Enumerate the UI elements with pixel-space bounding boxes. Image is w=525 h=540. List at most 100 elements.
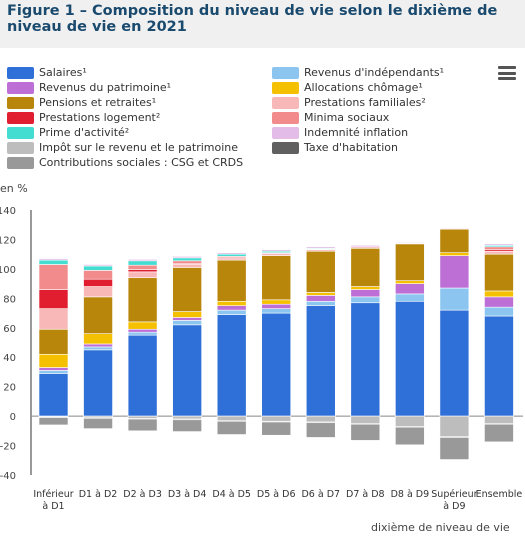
bar-segment [127,259,158,262]
bar-segment [261,421,292,436]
bar-segment [172,415,202,420]
bar-segment [261,253,292,256]
bar-segment [83,286,113,298]
bar-segment [305,415,336,423]
legend-item[interactable]: Prestations familiales² [272,95,426,110]
bar-segment [127,415,158,419]
legend-item[interactable]: Minima sociaux [272,110,389,125]
bar-segment [38,258,69,261]
legend-item[interactable]: Contributions sociales : CSG et CRDS [7,155,243,170]
legend-swatch [7,66,34,79]
legend: Salaires¹ Revenus du patrimoine¹ Pensions … [0,60,525,175]
bar-segment [38,367,69,371]
legend-label: Minima sociaux [304,111,390,124]
legend-swatch [272,81,299,94]
legend-item[interactable]: Taxe d'habitation [272,140,398,155]
bar-segment [38,264,69,290]
x-tick-label: Ensemble [476,489,523,500]
bar-segment [38,259,69,265]
x-axis-title: dixième de niveau de vie [371,521,510,534]
x-tick-label: D3 à D4 [168,489,207,500]
chart-title: Figure 1 – Composition du niveau de vie … [7,3,498,35]
bar-segment [350,296,381,304]
bar-segment [83,270,113,280]
legend-item[interactable]: Revenus du patrimoine¹ [7,80,171,95]
bar-segment [484,306,514,317]
legend-label: Revenus du patrimoine¹ [39,81,172,94]
bar-segment [38,328,69,355]
bar-segment [83,349,113,417]
bar-segment [350,423,381,441]
bar-segment [216,252,247,255]
bar-segment [172,324,202,417]
bar-segment [216,309,247,315]
bar-segment [261,303,292,309]
legend-item[interactable]: Allocations chômage¹ [272,80,423,95]
menu-line [498,71,516,75]
bar-segment [83,343,113,348]
bar-segment [261,415,292,422]
legend-label: Indemnité inflation [304,126,409,139]
bar-segment [484,250,514,255]
bar-segment [38,308,69,330]
legend-label: Prime d'activité² [39,126,130,139]
x-tick-label: D8 à D9 [391,489,430,500]
bar-segment [305,292,336,296]
bar-segment [261,308,292,314]
legend-item[interactable]: Salaires¹ [7,65,87,80]
bar-segment [484,246,514,251]
y-tick-label: -20 [0,442,16,453]
bar-segment [395,293,425,302]
legend-label: Allocations chômage¹ [304,81,423,94]
bar-segment [172,264,202,268]
x-tick-label: D2 à D3 [123,489,162,500]
bar-segment [38,353,69,368]
legend-item[interactable]: Pensions et retraites¹ [7,95,156,110]
legend-item[interactable]: Prime d'activité² [7,125,129,140]
legend-swatch [7,111,34,124]
bar-segment [127,264,158,270]
x-tick-label: D1 à D2 [79,489,118,500]
bar-segment [216,253,247,257]
legend-swatch [272,141,299,154]
bar-segment [439,437,470,460]
bar-segment [305,295,336,302]
legend-swatch [272,66,299,79]
bar-segment [484,415,514,424]
legend-label: Pensions et retraites¹ [39,96,157,109]
bar-segment [172,260,202,265]
x-tick-label: à D9 [443,501,465,512]
x-tick-label: D7 à D8 [346,489,385,500]
legend-item[interactable]: Impôt sur le revenu et le patrimoine [7,140,238,155]
legend-swatch [7,141,34,154]
legend-label: Contributions sociales : CSG et CRDS [39,156,244,169]
title-band [0,0,525,48]
bar-segment [484,243,514,246]
bar-segment [127,331,158,336]
y-tick-label: 0 [10,412,16,423]
bar-segment [83,265,113,271]
bar-segment [395,415,425,427]
legend-item[interactable]: Prestations logement² [7,110,160,125]
bar-segment [172,257,202,262]
legend-item[interactable]: Revenus d'indépendants¹ [272,65,444,80]
bar-segment [38,417,69,426]
bar-segment [350,289,381,298]
bar-segment [83,346,113,351]
y-tick-label: 100 [0,265,16,276]
bar-segment [395,426,425,446]
bar-segment [395,300,425,417]
bar-segment [439,228,470,253]
bar-segment [484,290,514,298]
bar-segment [261,299,292,305]
y-tick-label: -40 [0,471,16,482]
y-tick-label: 40 [3,353,16,364]
legend-swatch [7,156,34,169]
bar-segment [439,227,470,229]
bar-segment [261,249,292,252]
legend-label: Taxe d'habitation [304,141,398,154]
hamburger-menu-icon[interactable] [498,66,516,80]
bar-segment [305,305,336,417]
legend-item[interactable]: Indemnité inflation [272,125,408,140]
